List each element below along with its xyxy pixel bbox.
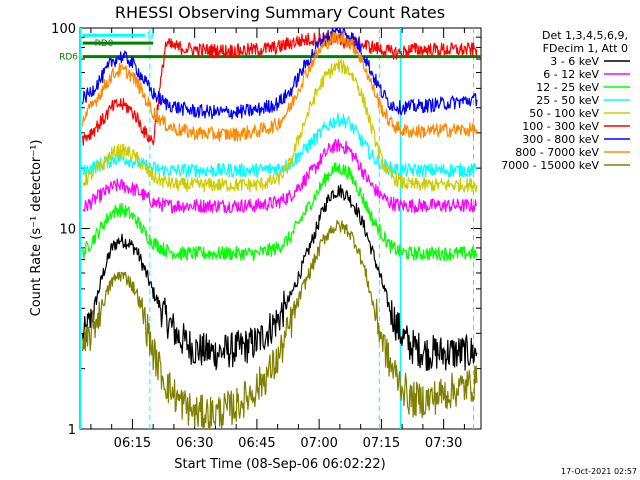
- legend-label: 12 - 25 keV: [536, 81, 599, 94]
- legend-label: 6 - 12 keV: [543, 68, 599, 81]
- series-lines: [82, 27, 478, 430]
- series-line-2: [82, 162, 478, 262]
- legend-header-line: FDecim 1, Att 0: [543, 42, 628, 55]
- series-line-5: [82, 32, 478, 146]
- x-axis-ticks: 06:15 06:30 06:45 07:00 07:15 07:30: [90, 28, 465, 451]
- series-line-1: [82, 138, 478, 214]
- legend-label: 100 - 300 keV: [522, 120, 599, 133]
- x-tick-label: 07:30: [425, 436, 462, 451]
- legend-label: 25 - 50 keV: [536, 94, 599, 107]
- legend-label: 50 - 100 keV: [529, 107, 599, 120]
- series-line-4: [82, 58, 478, 193]
- series-line-7: [82, 31, 478, 142]
- legend-header-line: Det 1,3,4,5,6,9,: [542, 29, 628, 42]
- series-line-8: [82, 219, 478, 430]
- x-tick-label: 06:45: [238, 436, 275, 451]
- annotation-lines: RD0 RD6 N: [59, 31, 481, 63]
- x-tick-label: 07:15: [363, 436, 400, 451]
- footer-timestamp: 17-Oct-2021 02:57: [561, 467, 637, 476]
- y-tick-label: 100: [51, 22, 76, 37]
- annotation-label-n: N: [147, 31, 154, 41]
- legend-label: 3 - 6 keV: [550, 55, 599, 68]
- x-tick-label: 06:30: [176, 436, 213, 451]
- y-axis-label: Count Rate (s⁻¹ detector⁻¹): [29, 140, 44, 317]
- y-tick-label: 1: [68, 423, 76, 438]
- x-tick-label: 06:15: [114, 436, 151, 451]
- x-tick-label: 07:00: [300, 436, 337, 451]
- series-line-6: [82, 27, 478, 120]
- y-tick-label: 10: [59, 223, 76, 238]
- legend: Det 1,3,4,5,6,9,FDecim 1, Att 03 - 6 keV…: [501, 29, 630, 172]
- chart-title: RHESSI Observing Summary Count Rates: [115, 3, 445, 22]
- legend-label: 800 - 7000 keV: [515, 146, 599, 159]
- legend-label: 300 - 800 keV: [522, 133, 599, 146]
- annotation-label-rd0: RD0: [95, 39, 114, 49]
- legend-label: 7000 - 15000 keV: [501, 159, 599, 172]
- series-line-0: [82, 184, 478, 371]
- x-axis-label: Start Time (08-Sep-06 06:02:22): [174, 457, 385, 472]
- annotation-label-rd6: RD6: [59, 53, 78, 63]
